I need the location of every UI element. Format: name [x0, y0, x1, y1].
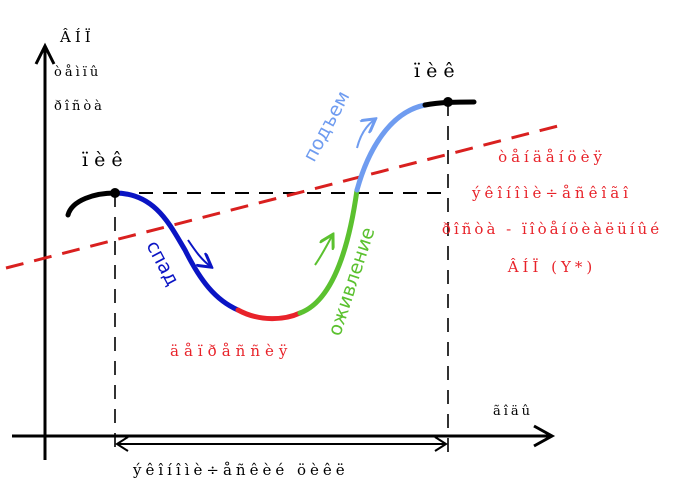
trough-segment — [235, 307, 303, 322]
cycle-curve — [65, 97, 477, 322]
guide-lines — [114, 102, 449, 455]
cycle-span-left-arrowhead — [115, 436, 129, 452]
rise-segment — [354, 102, 428, 193]
recovery-segment — [297, 187, 360, 316]
trend-label-line-3: ðîñòà - ïîòåíöèàëüíûé — [442, 220, 662, 238]
trend-line — [5, 124, 559, 270]
x-axis-arrowhead — [533, 424, 556, 448]
cycle-span-right-arrowhead — [434, 436, 448, 452]
trend-label-line-1: òåíäåíöèÿ — [498, 148, 606, 166]
trough-label: äåïðåññèÿ — [170, 342, 292, 360]
rise-phase-label: подъем — [299, 87, 354, 165]
axes — [12, 42, 556, 460]
trend-description: òåíäåíöèÿ ýêîíîìè÷åñêîãî ðîñòà - ïîòåíöè… — [442, 148, 662, 276]
left-peak-point — [110, 188, 120, 198]
recovery-arrow — [314, 236, 332, 266]
decline-arrow — [187, 239, 210, 266]
trend-label-line-4: ÂÍÏ (Y*) — [507, 258, 597, 276]
trend-label-line-2: ýêîíîìè÷åñêîãî — [471, 184, 632, 202]
y-axis-arrowhead — [34, 42, 56, 65]
right-peak-point — [443, 97, 453, 107]
decline-phase-label: спад — [142, 237, 184, 289]
rise-arrow — [356, 120, 374, 149]
y-axis-label-line-2: òåìïû — [54, 64, 101, 80]
right-peak-label: ïèê — [414, 60, 461, 82]
x-axis-label: ãîäû — [493, 404, 533, 419]
left-peak-label: ïèê — [82, 149, 129, 171]
y-axis-label-line-1: ÂÍÏ — [59, 28, 95, 46]
cycle-span — [115, 436, 448, 452]
cycle-duration-label: ýêîíîìè÷åñêèé öèêë — [132, 461, 349, 479]
curve-start-segment — [65, 190, 118, 218]
y-axis-label-line-3: ðîñòà — [54, 99, 105, 114]
decline-segment — [112, 190, 241, 313]
